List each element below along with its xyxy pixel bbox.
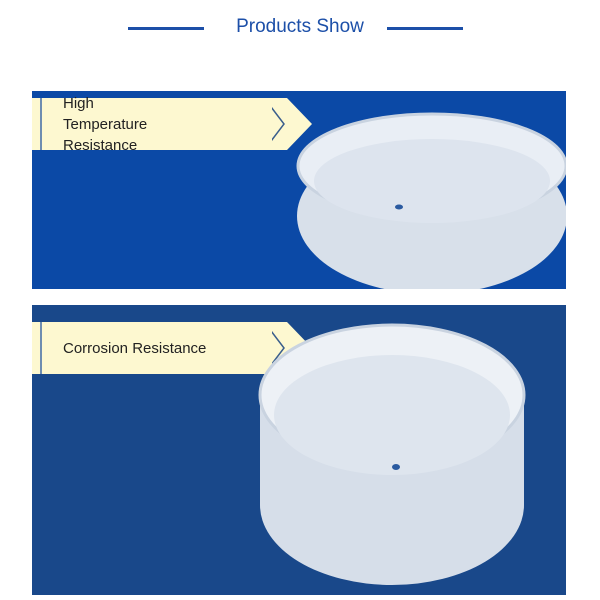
section-header: Products Show [0,14,600,42]
feature-label: High Temperature Resistance [32,95,272,154]
product-panel-high-temperature: High Temperature Resistance [32,91,566,289]
header-divider-left [128,27,204,30]
bowl-image [258,323,526,585]
section-title: Products Show [236,16,364,37]
feature-label: Corrosion Resistance [32,322,272,374]
bowl-image [296,112,566,289]
product-panel-corrosion: Corrosion Resistance [32,305,566,595]
header-divider-right [387,27,463,30]
